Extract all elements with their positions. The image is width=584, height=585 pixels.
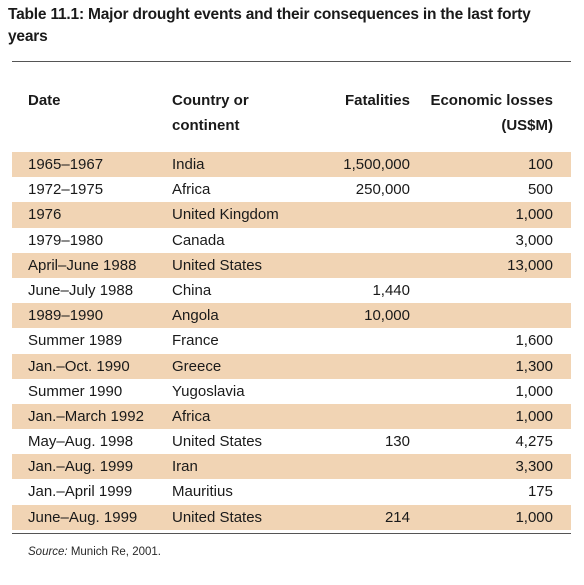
cell-date: 1972–1975 bbox=[28, 181, 104, 199]
cell-economic-losses: 500 bbox=[527, 181, 553, 199]
cell-date: 1965–1967 bbox=[28, 156, 104, 173]
cell-economic-losses: 3,000 bbox=[515, 231, 553, 249]
cell-economic-losses: 100 bbox=[527, 156, 553, 173]
cell-economic-losses: 1,600 bbox=[515, 332, 553, 350]
table-header: Date Country or continent Fatalities Eco… bbox=[12, 88, 571, 138]
table-row: June–Aug. 1999 United States 214 1,000 bbox=[12, 504, 571, 530]
cell-date: April–June 1988 bbox=[28, 256, 137, 274]
cell-fatalities: 1,440 bbox=[372, 281, 410, 299]
cell-fatalities: 130 bbox=[384, 433, 410, 451]
cell-economic-losses: 13,000 bbox=[507, 256, 553, 274]
cell-country: Africa bbox=[172, 181, 211, 199]
table-row: Summer 1990 Yugoslavia 1,000 bbox=[12, 379, 571, 404]
table-row: Jan.–April 1999 Mauritius 175 bbox=[12, 479, 571, 504]
cell-economic-losses: 4,275 bbox=[515, 433, 553, 451]
cell-country: United States bbox=[172, 508, 263, 526]
column-header-fatalities: Fatalities bbox=[344, 92, 410, 109]
source-note: Source: Munich Re, 2001. bbox=[28, 544, 161, 560]
table-row: 1972–1975 Africa 250,000 500 bbox=[12, 177, 571, 202]
cell-country: United States bbox=[172, 256, 263, 274]
cell-date: May–Aug. 1998 bbox=[28, 433, 134, 451]
cell-fatalities: 214 bbox=[384, 508, 410, 526]
table-row: May–Aug. 1998 United States 130 4,275 bbox=[12, 429, 571, 454]
table-row: 1976 United Kingdom 1,000 bbox=[12, 202, 571, 228]
table-row: 1965–1967 India 1,500,000 100 bbox=[12, 152, 571, 178]
cell-economic-losses: 1,000 bbox=[515, 206, 553, 224]
cell-economic-losses: 1,000 bbox=[515, 407, 553, 425]
cell-country: Iran bbox=[172, 458, 198, 476]
cell-fatalities: 250,000 bbox=[355, 181, 410, 199]
cell-date: Summer 1990 bbox=[28, 382, 123, 400]
cell-date: Jan.–Aug. 1999 bbox=[28, 458, 134, 476]
cell-country: Angola bbox=[172, 307, 219, 325]
table-row: April–June 1988 United States 13,000 bbox=[12, 252, 571, 278]
cell-date: Jan.–March 1992 bbox=[28, 407, 144, 425]
table-row: Summer 1989 France 1,600 bbox=[12, 328, 571, 353]
cell-country: Greece bbox=[172, 357, 222, 375]
cell-date: June–July 1988 bbox=[28, 281, 134, 299]
top-rule bbox=[12, 61, 571, 62]
cell-date: Jan.–April 1999 bbox=[28, 483, 133, 501]
table-row: June–July 1988 China 1,440 bbox=[12, 278, 571, 303]
table-row: Jan.–Oct. 1990 Greece 1,300 bbox=[12, 353, 571, 379]
cell-country: Mauritius bbox=[172, 483, 233, 501]
column-header-country: Country or continent bbox=[172, 92, 249, 134]
cell-country: United States bbox=[172, 433, 263, 451]
cell-country: India bbox=[172, 156, 205, 173]
cell-country: China bbox=[172, 281, 212, 299]
cell-fatalities: 1,500,000 bbox=[343, 156, 410, 173]
source-text: Munich Re, 2001. bbox=[67, 546, 161, 558]
column-header-date: Date bbox=[28, 92, 61, 109]
cell-country: France bbox=[172, 332, 219, 350]
table-body: 1965–1967 India 1,500,000 100 1972–1975 Afric… bbox=[12, 152, 571, 530]
table-row: Jan.–Aug. 1999 Iran 3,300 bbox=[12, 454, 571, 480]
cell-date: 1989–1990 bbox=[28, 307, 104, 325]
bottom-rule bbox=[12, 533, 571, 534]
cell-date: Jan.–Oct. 1990 bbox=[28, 357, 130, 375]
cell-economic-losses: 1,000 bbox=[515, 508, 553, 526]
cell-economic-losses: 1,300 bbox=[515, 357, 553, 375]
cell-country: Yugoslavia bbox=[172, 382, 245, 400]
cell-fatalities: 10,000 bbox=[364, 307, 410, 325]
table-row: 1989–1990 Angola 10,000 bbox=[12, 303, 571, 329]
table-row: Jan.–March 1992 Africa 1,000 bbox=[12, 403, 571, 430]
table-row: 1979–1980 Canada 3,000 bbox=[12, 228, 571, 253]
cell-economic-losses: 175 bbox=[527, 483, 553, 501]
column-header-economic-losses: Economic losses (US$M) bbox=[430, 92, 553, 134]
cell-country: Canada bbox=[172, 231, 225, 249]
source-label: Source: bbox=[28, 546, 68, 558]
cell-economic-losses: 1,000 bbox=[515, 382, 553, 400]
cell-economic-losses: 3,300 bbox=[515, 458, 553, 476]
cell-date: 1979–1980 bbox=[28, 231, 104, 249]
cell-country: United Kingdom bbox=[172, 206, 279, 224]
cell-country: Africa bbox=[172, 407, 211, 425]
cell-date: Summer 1989 bbox=[28, 332, 123, 350]
cell-date: June–Aug. 1999 bbox=[28, 508, 138, 526]
table-title: Table 11.1: Major drought events and the… bbox=[8, 6, 531, 45]
cell-date: 1976 bbox=[28, 206, 62, 224]
